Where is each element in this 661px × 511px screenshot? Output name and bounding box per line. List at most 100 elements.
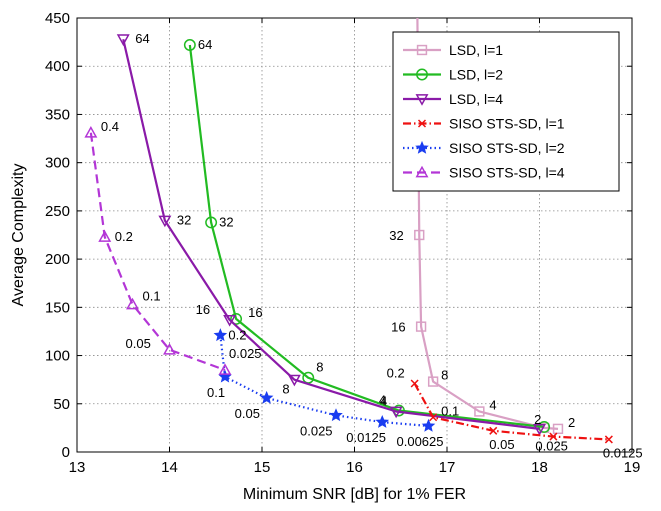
data-point <box>98 230 112 242</box>
point-label: 0.05 <box>126 336 151 351</box>
legend-entry: SISO STS-SD, l=1 <box>403 116 565 132</box>
y-tick-label: 450 <box>45 10 70 27</box>
point-label: 4 <box>379 393 386 408</box>
data-point <box>230 312 243 325</box>
series-line <box>89 132 226 372</box>
point-label: 0.1 <box>441 403 459 418</box>
data-point <box>126 297 139 310</box>
point-label: 0.00625 <box>397 434 444 449</box>
data-point <box>205 216 218 229</box>
x-tick-label: 17 <box>439 459 456 476</box>
series-5 <box>213 328 436 432</box>
legend: LSD, l=1 LSD, l=2 LSD, l=4 SISO STS-SD, l=1… <box>392 31 620 192</box>
legend-marker <box>416 68 428 81</box>
y-tick-label: 150 <box>45 299 70 316</box>
y-tick-label: 350 <box>45 106 70 123</box>
data-point <box>163 343 176 355</box>
point-label: 0.1 <box>207 385 225 400</box>
data-point <box>287 374 301 387</box>
legend-entry: SISO STS-SD, l=4 <box>403 165 565 181</box>
data-point <box>429 413 438 422</box>
y-axis-title: Average Complexity <box>10 164 27 307</box>
legend-label: SISO STS-SD, l=4 <box>449 165 565 181</box>
point-label: 2 <box>568 415 575 430</box>
legend-label: SISO STS-SD, l=1 <box>449 116 565 132</box>
x-tick-label: 15 <box>254 459 271 476</box>
point-label: 0.025 <box>300 423 333 438</box>
point-label: 2 <box>534 412 541 427</box>
x-tick-label: 16 <box>346 459 363 476</box>
legend-entry: LSD, l=1 <box>403 42 503 58</box>
legend-marker <box>417 119 427 128</box>
legend-label: SISO STS-SD, l=2 <box>449 140 565 156</box>
point-label: 0.4 <box>101 119 119 134</box>
point-label: 0.1 <box>143 288 161 303</box>
data-point <box>389 406 403 419</box>
data-point <box>489 426 498 435</box>
point-label: 32 <box>177 213 191 228</box>
data-point <box>410 379 419 388</box>
y-tick-label: 50 <box>53 396 70 413</box>
data-point <box>218 363 232 375</box>
point-label: 4 <box>380 393 387 408</box>
legend-marker <box>415 140 429 154</box>
point-label: 8 <box>282 382 289 397</box>
data-point <box>329 408 343 422</box>
data-point <box>259 390 274 404</box>
data-point <box>474 406 485 417</box>
legend-marker <box>415 94 429 106</box>
point-label: 0.2 <box>228 327 246 342</box>
x-tick-label: 18 <box>531 459 548 476</box>
point-label: 16 <box>196 302 210 317</box>
data-point <box>218 369 232 383</box>
data-point <box>158 215 172 228</box>
series-line <box>122 38 540 430</box>
y-tick-label: 100 <box>45 348 70 365</box>
point-label: 16 <box>391 320 405 335</box>
data-point <box>414 229 425 241</box>
legend-marker <box>416 44 428 56</box>
y-tick-label: 400 <box>45 58 70 75</box>
series-group <box>84 17 613 444</box>
point-label: 4 <box>489 397 496 412</box>
data-point <box>183 39 196 51</box>
axis-ticks: 13 14 15 16 17 18 19 0 50 100 150 200 250 300 350 400 45… <box>45 10 640 476</box>
series-2 <box>183 39 551 433</box>
y-tick-label: 200 <box>45 251 70 268</box>
data-point <box>84 126 98 138</box>
point-label: 32 <box>219 214 233 229</box>
x-tick-label: 13 <box>69 459 86 476</box>
legend-label: LSD, l=4 <box>449 91 503 107</box>
data-point <box>375 414 390 428</box>
y-tick-label: 0 <box>62 444 70 461</box>
legend-marker <box>415 165 429 178</box>
data-point <box>415 321 427 332</box>
data-point <box>552 423 564 435</box>
data-point <box>427 376 439 387</box>
legend-label: LSD, l=2 <box>449 67 503 83</box>
series-1 <box>414 17 564 435</box>
legend-box <box>392 31 620 192</box>
point-label: 64 <box>135 31 149 46</box>
data-point <box>604 435 613 444</box>
series-line <box>188 44 545 429</box>
point-label: 0.2 <box>387 366 405 381</box>
series-4 <box>410 379 613 444</box>
point-label: 32 <box>389 228 403 243</box>
y-tick-label: 250 <box>45 203 70 220</box>
legend-entry: LSD, l=2 <box>403 67 503 83</box>
y-tick-label: 300 <box>45 155 70 172</box>
point-label: 16 <box>248 305 262 320</box>
data-point <box>421 418 436 432</box>
point-label: 0.05 <box>489 437 514 452</box>
point-label: 0.0125 <box>346 430 386 445</box>
point-label: 0.025 <box>229 346 262 361</box>
point-label: 8 <box>441 368 448 383</box>
point-label: 64 <box>198 37 212 52</box>
data-point <box>549 432 558 441</box>
series-line <box>416 17 559 430</box>
x-tick-label: 19 <box>624 459 641 476</box>
data-point <box>116 34 130 46</box>
point-label: 0.05 <box>235 406 260 421</box>
